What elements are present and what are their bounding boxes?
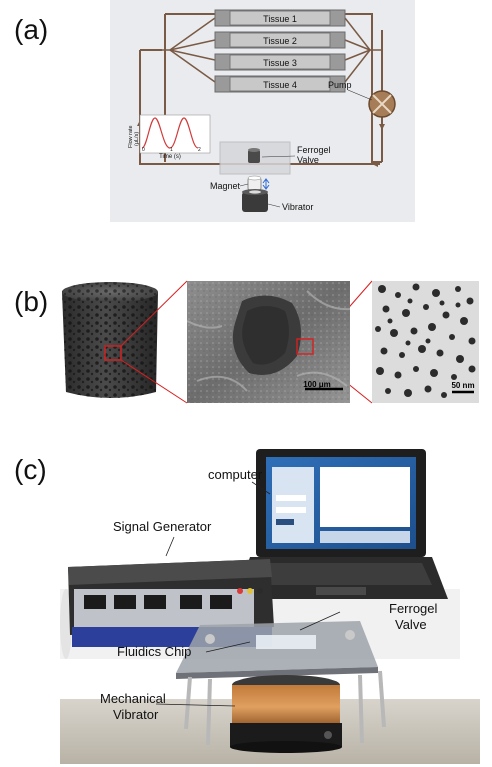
ferrogel-valve-label-line2: Valve — [297, 155, 319, 165]
flow-arrow-icon — [372, 161, 378, 167]
fluidics-chip-label: Fluidics Chip — [117, 644, 192, 659]
panel-label-b: (b) — [14, 286, 49, 317]
tissue-chamber-2: Tissue 2 — [214, 31, 346, 49]
inset-xtick: 0 — [142, 147, 145, 153]
flow-rate-inset-plot: 0 1 2 Time (s) Flow rate (μL/s) — [128, 114, 211, 160]
inset-ylabel-line1: Flow rate — [128, 125, 134, 148]
ferrogel-valve-label-line1: Ferrogel — [297, 145, 331, 155]
manifold-splitter — [155, 17, 382, 83]
sem-micrograph: 100 μm — [187, 281, 350, 403]
tissue-label: Tissue 2 — [263, 36, 297, 46]
inset-xlabel: Time (s) — [159, 154, 181, 160]
pump — [368, 90, 396, 118]
signal-generator-label: Signal Generator — [113, 519, 212, 534]
laptop-computer — [236, 449, 448, 599]
tissue-chamber-1: Tissue 1 — [214, 9, 346, 27]
inset-xtick: 1 — [170, 147, 173, 153]
ferrogel-valve-label-line1: Ferrogel — [389, 601, 438, 616]
microfluidic-circuit-diagram: Tissue 1 Tissue 2 Tissue 3 Tissue 4 Pump… — [110, 0, 415, 222]
panel-label-a: (a) — [14, 14, 49, 45]
tissue-chamber-3: Tissue 3 — [214, 53, 346, 71]
magnet — [247, 175, 262, 191]
zoom-region-box — [296, 338, 314, 355]
ferrogel-cylinder-photo — [62, 282, 158, 398]
inset-ylabel-line2: (μL/s) — [134, 132, 140, 146]
flow-arrow-icon — [379, 124, 385, 130]
zoom-region-box — [104, 345, 122, 361]
pump-label: Pump — [328, 80, 352, 90]
vibrator-label: Vibrator — [282, 202, 313, 212]
flow-rate-curve — [141, 117, 199, 149]
scale-bar-label: 50 nm — [451, 381, 474, 390]
tem-nanoparticle-micrograph: 50 nm — [372, 281, 479, 403]
tissue-label: Tissue 3 — [263, 58, 297, 68]
mechanical-vibrator — [230, 675, 342, 753]
vibrator — [242, 189, 268, 212]
nanoparticles — [375, 283, 476, 398]
magnet-label: Magnet — [210, 181, 241, 191]
ferrogel-valve — [219, 141, 291, 175]
signal-generator — [68, 559, 274, 647]
vibration-arrow-icon — [262, 178, 270, 190]
panel-label-c: (c) — [14, 454, 47, 485]
tissue-label: Tissue 4 — [263, 80, 297, 90]
tissue-chamber-4: Tissue 4 — [214, 75, 346, 93]
computer-label: computer — [208, 467, 263, 482]
ferrogel-valve-label-line2: Valve — [395, 617, 427, 632]
tissue-label: Tissue 1 — [263, 14, 297, 24]
inset-xtick: 2 — [198, 147, 201, 153]
vibrator-platform — [176, 621, 378, 679]
mechanical-vibrator-label-line1: Mechanical — [100, 691, 166, 706]
support-posts — [184, 670, 386, 746]
scale-bar-label: 100 μm — [303, 380, 331, 389]
experimental-setup-photo — [60, 449, 480, 764]
mechanical-vibrator-label-line2: Vibrator — [113, 707, 159, 722]
